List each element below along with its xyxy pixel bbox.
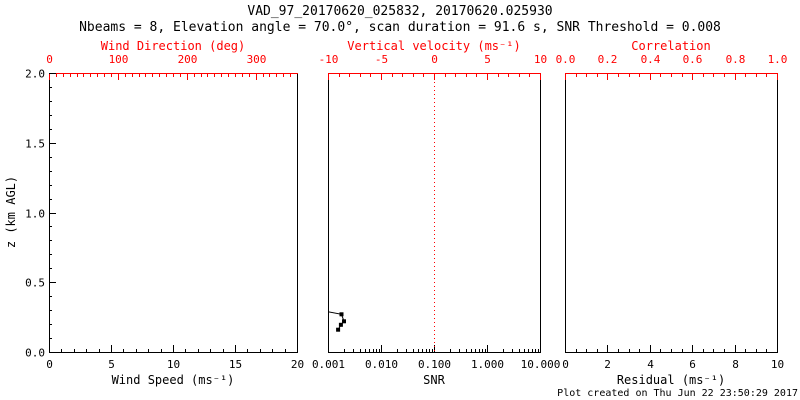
- panel-snr-panel: 0.001 0.010 0.100 1.000 10.000 -10 -5 0 5 10: [312, 53, 560, 371]
- bottom-axis-title-snr: SNR: [423, 373, 445, 387]
- plot-subtitle: Nbeams = 8, Elevation angle = 70.0°, sca…: [79, 20, 721, 35]
- top-tick-label: 0.2: [598, 53, 618, 66]
- bottom-axis-title-residual: Residual (ms⁻¹): [617, 373, 725, 387]
- panel-residual-panel: 0 2 4 6 8 10 0.0 0.2 0.4 0.6 0.8 1.0: [556, 53, 788, 371]
- top-tick-label: 0.8: [726, 53, 746, 66]
- top-tick-label: 300: [247, 53, 267, 66]
- snr-profile-marker: [338, 322, 343, 327]
- y-tick-label: 1.0: [25, 208, 45, 221]
- bottom-axis-title-wind-speed: Wind Speed (ms⁻¹): [112, 373, 235, 387]
- snr-profile-series: [321, 309, 346, 332]
- bottom-tick-label: 10: [167, 358, 180, 371]
- y-axis-title: z (km AGL): [4, 176, 18, 248]
- bottom-tick-label: 2: [604, 358, 611, 371]
- bottom-tick-label: 15: [229, 358, 242, 371]
- top-tick-label: 5: [484, 53, 491, 66]
- bottom-tick-label: 20: [291, 358, 304, 371]
- bottom-tick-label: 0: [46, 358, 53, 371]
- top-tick-label: 100: [109, 53, 129, 66]
- top-tick-label: 0: [431, 53, 438, 66]
- top-tick-label: 10: [534, 53, 547, 66]
- top-tick-label: 200: [178, 53, 198, 66]
- top-tick-label: 0.0: [556, 53, 576, 66]
- bottom-tick-label: 8: [732, 358, 739, 371]
- snr-profile-marker: [339, 312, 344, 317]
- top-tick-label: 0.4: [641, 53, 661, 66]
- y-tick-label: 1.5: [25, 138, 45, 151]
- top-tick-label: -5: [375, 53, 388, 66]
- bottom-tick-label: 4: [647, 358, 654, 371]
- bottom-tick-label: 0.100: [418, 358, 451, 371]
- snr-profile-marker: [342, 319, 346, 324]
- panel-frame: [565, 73, 778, 353]
- top-axis-title-wind-direction: Wind Direction (deg): [101, 39, 246, 53]
- y-tick-label: 0.5: [25, 277, 45, 290]
- bottom-tick-label: 0.010: [365, 358, 398, 371]
- top-axis-title-vertical-velocity: Vertical velocity (ms⁻¹): [347, 39, 520, 53]
- bottom-tick-label: 6: [689, 358, 696, 371]
- snr-profile-marker: [321, 309, 325, 313]
- bottom-tick-label: 10.000: [521, 358, 561, 371]
- bottom-tick-label: 5: [108, 358, 115, 371]
- plot-title: VAD_97_20170620_025832, 20170620.025930: [247, 4, 552, 19]
- panel-frame: [49, 73, 298, 353]
- top-tick-label: 0.6: [683, 53, 703, 66]
- top-tick-label: 1.0: [768, 53, 788, 66]
- top-tick-label: 0: [46, 53, 53, 66]
- snr-profile-marker: [336, 327, 341, 332]
- top-axis-title-correlation: Correlation: [631, 39, 710, 53]
- y-tick-label: 0.0: [25, 347, 45, 360]
- bottom-tick-label: 0.001: [312, 358, 345, 371]
- y-tick-label: 2.0: [25, 68, 45, 81]
- bottom-tick-label: 1.000: [471, 358, 504, 371]
- top-tick-label: -10: [319, 53, 339, 66]
- bottom-tick-label: 10: [771, 358, 784, 371]
- plot-footer: Plot created on Thu Jun 22 23:50:29 2017: [557, 388, 798, 399]
- bottom-tick-label: 0: [562, 358, 569, 371]
